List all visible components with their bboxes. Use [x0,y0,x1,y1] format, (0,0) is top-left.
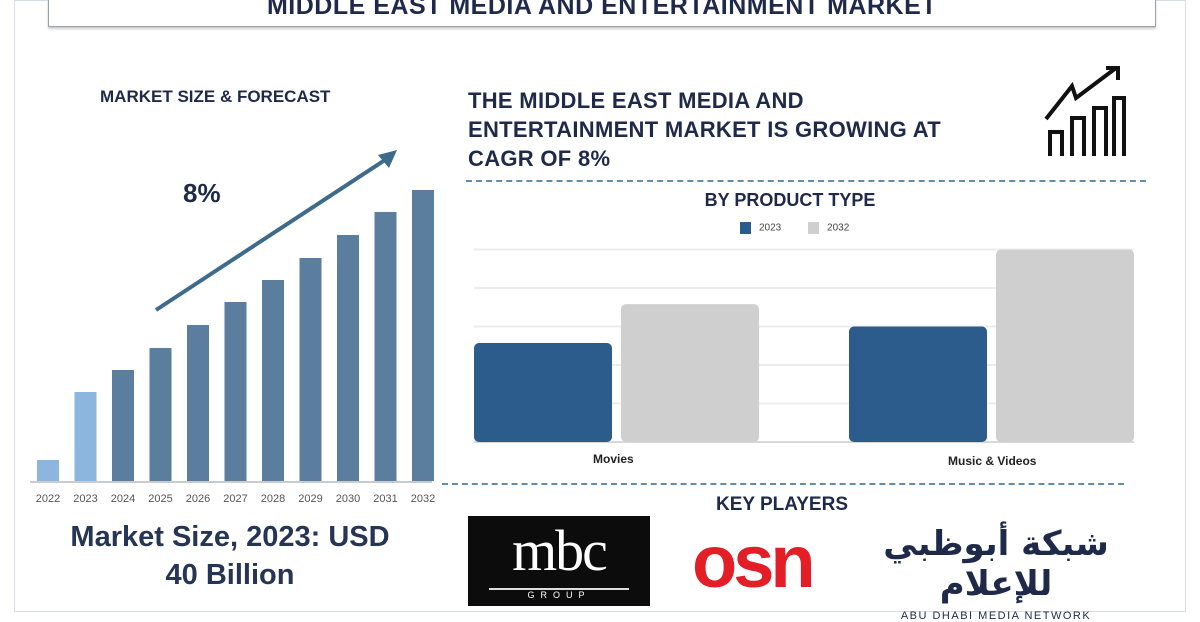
divider [466,180,1146,182]
category-label-movies: Movies [593,452,634,466]
year-label-2026: 2026 [185,493,211,505]
year-label-2028: 2028 [260,493,286,505]
cagr-annotation: 8% [183,178,221,208]
year-label-2030: 2030 [335,493,361,505]
bar-2025 [149,348,172,481]
bar-2027 [224,302,247,481]
bar-2028 [262,280,284,481]
year-label-2031: 2031 [373,493,398,505]
bar-2031 [374,212,397,481]
market-size-line1: Market Size, 2023: USD [70,521,390,553]
key-players-heading: KEY PLAYERS [716,494,848,515]
arrow-head-icon [378,150,397,168]
year-label-2029: 2029 [298,493,323,505]
bar-movies-2023 [474,343,612,442]
bar-2026 [187,325,209,481]
bar-movies-2032 [621,304,759,442]
abu-dhabi-media-logo: شبكة أبوظبي للإعلام ABU DHABI MEDIA NETW… [883,524,1109,622]
growth-chart-icon [1044,66,1126,156]
legend-label-2032: 2032 [827,222,850,234]
headline-line3: CAGR OF 8% [468,146,611,171]
market-size-text: Market Size, 2023: USD 40 Billion [30,518,430,594]
legend-label-2023: 2023 [759,222,782,234]
market-size-heading: MARKET SIZE & FORECAST [100,87,331,106]
product-type-chart [474,248,1134,443]
forecast-chart [30,150,434,483]
bar-2032 [412,190,434,481]
osn-logo: osn [692,520,816,603]
bar-music-videos-2023 [849,326,987,442]
year-label-2027: 2027 [223,493,248,505]
bar-2022 [37,460,59,481]
bar-music-videos-2032 [996,249,1134,442]
legend-swatch-2023 [740,222,751,234]
category-label-music-videos: Music & Videos [948,454,1037,468]
headline: THE MIDDLE EAST MEDIA AND ENTERTAINMENT … [468,86,941,173]
bar-2024 [112,370,134,481]
year-label-2022: 2022 [35,493,61,505]
divider [442,483,1124,485]
legend: 2023 2032 [740,222,849,234]
headline-line1: THE MIDDLE EAST MEDIA AND [468,88,804,113]
growth-arrow-icon [154,156,390,312]
legend-swatch-2032 [808,222,820,234]
bar-2023 [74,392,97,481]
year-label-2024: 2024 [110,493,136,505]
headline-line2: ENTERTAINMENT MARKET IS GROWING AT [468,117,941,142]
market-size-line2: 40 Billion [165,559,295,591]
year-label-2032: 2032 [410,493,436,505]
year-label-2023: 2023 [73,493,98,505]
year-label-2025: 2025 [148,493,173,505]
page-title: MIDDLE EAST MEDIA AND ENTERTAINMENT MARK… [48,0,1156,27]
bar-2029 [299,258,322,481]
product-type-heading: BY PRODUCT TYPE [704,190,876,210]
bar-2030 [337,235,359,481]
mbc-logo: mbc GROUP [468,516,650,606]
